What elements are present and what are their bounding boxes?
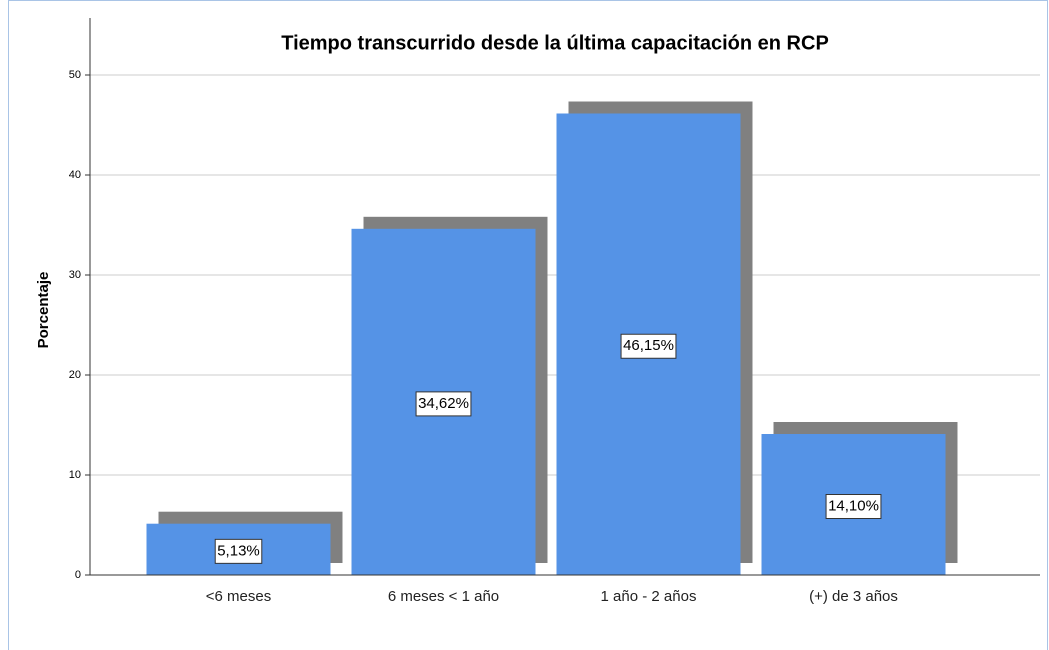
- x-tick-label: 1 año - 2 años: [601, 588, 697, 605]
- x-tick-label: 6 meses < 1 año: [388, 588, 499, 605]
- y-tick-label: 20: [69, 369, 81, 381]
- frame: [8, 0, 1048, 650]
- value-label-box: [214, 538, 263, 564]
- y-tick-label: 0: [75, 569, 81, 581]
- value-label-box: [825, 494, 882, 519]
- value-label: 5,13%: [217, 542, 260, 559]
- value-label: 46,15%: [623, 337, 674, 354]
- y-tick-label: 10: [69, 469, 81, 481]
- x-tick-label: <6 meses: [206, 588, 271, 605]
- value-label-box: [415, 391, 472, 417]
- value-label: 14,10%: [828, 497, 879, 514]
- x-tick-label: (+) de 3 años: [809, 588, 898, 605]
- y-tick-label: 30: [69, 269, 81, 281]
- value-label-box: [620, 333, 677, 359]
- y-tick-label: 40: [69, 169, 81, 181]
- value-label: 34,62%: [418, 395, 469, 412]
- y-tick-label: 50: [69, 69, 81, 81]
- y-axis-label: Porcentaje: [35, 272, 52, 349]
- chart-title: Tiempo transcurrido desde la última capa…: [281, 32, 829, 54]
